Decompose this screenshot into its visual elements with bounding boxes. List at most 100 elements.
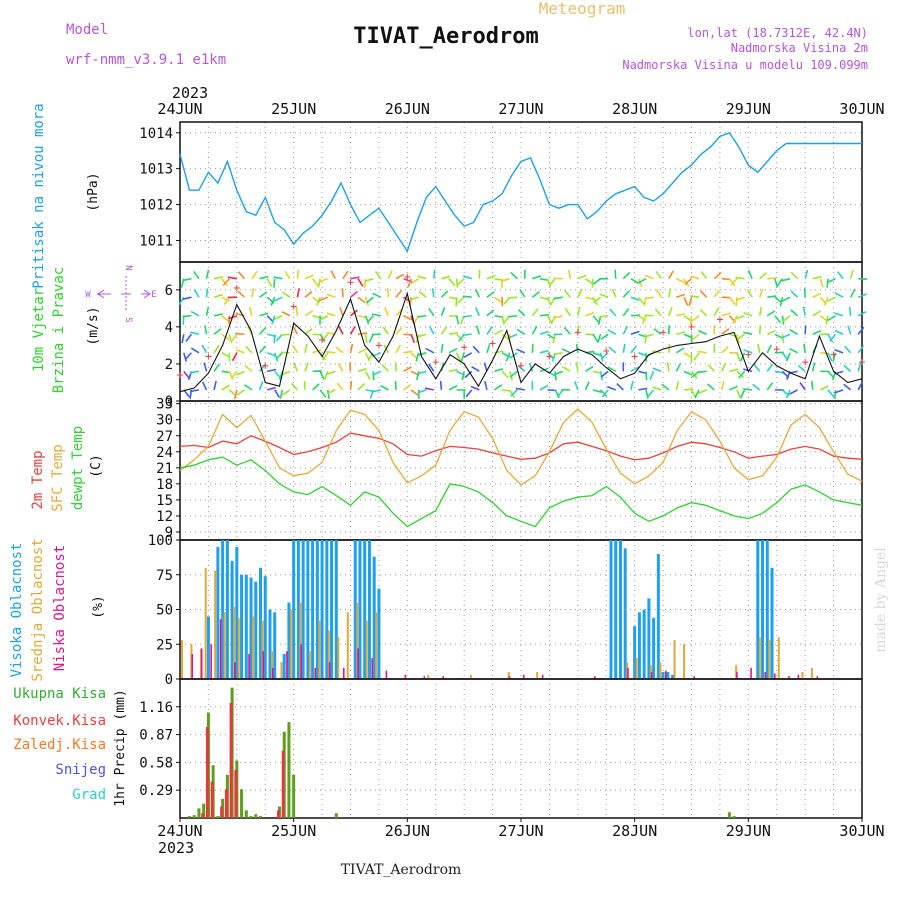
bottom-tick-label: 24JUN xyxy=(157,822,202,840)
wind-arrow xyxy=(312,383,320,391)
low-cloud-bar xyxy=(271,667,274,679)
meteogram-label: Meteogram xyxy=(539,0,626,18)
mid-cloud-bar xyxy=(346,612,349,679)
wind-arrow xyxy=(630,380,634,391)
wind-arrow xyxy=(729,368,739,373)
gust-marker xyxy=(205,353,212,360)
wind-arrow xyxy=(417,314,427,318)
low-cloud-bar xyxy=(200,648,203,679)
wind-arrow xyxy=(363,278,367,288)
model-name: wrf-nmm_v3.9.1 e1km xyxy=(66,52,226,68)
total-precip-bar xyxy=(187,816,191,818)
wind-arrow xyxy=(803,288,806,298)
wind-arrow xyxy=(205,306,210,316)
wind-arrow xyxy=(630,277,640,284)
wind-arrow xyxy=(592,296,602,304)
wind-arrow xyxy=(230,333,238,342)
mid-cloud-bar xyxy=(337,637,340,679)
wind-arrow xyxy=(849,269,854,279)
gust-marker xyxy=(660,329,667,336)
gust-marker xyxy=(773,346,780,353)
wind-arrow xyxy=(644,274,654,280)
wind-arrow xyxy=(774,351,784,354)
high-cloud-bar xyxy=(661,672,665,679)
low-cloud-bar xyxy=(423,676,426,679)
wind-arrow xyxy=(366,315,374,324)
wind-arrow xyxy=(758,325,762,335)
wind-arrow xyxy=(834,389,837,399)
wind-arrow xyxy=(827,296,836,303)
wind-arrow xyxy=(395,344,402,354)
mid-cloud-bar xyxy=(280,662,283,679)
wind-arrow xyxy=(849,288,856,298)
wind-arrow xyxy=(766,382,774,391)
wind-arrow xyxy=(440,343,444,353)
y-tick-label: 25 xyxy=(156,637,173,653)
high-cloud-bar xyxy=(330,540,334,679)
wind-arrow xyxy=(804,325,807,335)
low-cloud-bar xyxy=(593,676,596,679)
wind-arrow xyxy=(592,315,600,324)
high-cloud-bar xyxy=(363,540,367,679)
wind-arrow xyxy=(699,290,708,298)
wind-arrow xyxy=(235,370,245,376)
wind-arrow xyxy=(539,384,549,391)
wind-arrow xyxy=(349,326,356,335)
mid-cloud-bar xyxy=(427,674,430,679)
total-precip-bar xyxy=(254,814,258,818)
top-tick-label: 26JUN xyxy=(385,100,430,118)
wind-arrow xyxy=(293,362,299,372)
compass-e: E xyxy=(151,290,156,300)
wind-arrow xyxy=(428,325,435,335)
wind-arrow xyxy=(326,389,330,399)
wind-arrow xyxy=(201,381,208,391)
wind-arrow xyxy=(280,351,290,354)
high-cloud-bar xyxy=(633,626,637,679)
wind-arrow xyxy=(766,344,773,354)
wind-arrow xyxy=(675,380,680,391)
total-precip-bar xyxy=(197,808,201,818)
wind-arrow xyxy=(752,383,761,391)
wind-arrow xyxy=(691,333,700,341)
total-precip-bar xyxy=(727,812,731,818)
wind-panel: 0 2 4 6 xyxy=(165,261,868,410)
gust-marker xyxy=(859,359,865,366)
low-cloud-bar xyxy=(693,676,696,679)
wind-arrow xyxy=(644,314,654,317)
high-cloud-bar xyxy=(206,616,210,679)
wind-arrow xyxy=(303,380,306,390)
wind-arrow xyxy=(753,363,761,372)
high-cloud-bar xyxy=(240,574,244,679)
low-cloud-bar xyxy=(210,644,212,679)
gust-marker xyxy=(688,323,695,330)
wind-arrow xyxy=(637,296,645,305)
wind-arrow xyxy=(707,364,715,372)
high-cloud-bar xyxy=(320,540,324,679)
mid-cloud-bar xyxy=(299,602,302,679)
wind-arrow xyxy=(785,352,791,362)
top-tick-label: 30JUN xyxy=(839,100,884,118)
wind-arrow xyxy=(735,276,745,280)
mid-cloud-bar xyxy=(810,667,813,679)
high-cloud-bar xyxy=(315,540,319,679)
wind-arrow xyxy=(304,362,309,372)
wind-arrow xyxy=(448,384,458,391)
high-cloud-bar xyxy=(282,653,286,679)
wind-arrow xyxy=(181,334,185,344)
wind-arrow xyxy=(743,331,753,336)
wind-arrow xyxy=(653,328,662,335)
mid-cloud-bar xyxy=(365,620,368,679)
high-cloud-label: Visoka Oblacnost xyxy=(9,543,25,678)
y-tick-label: 1013 xyxy=(139,162,173,178)
wind-arrow xyxy=(403,383,412,391)
wind-arrow xyxy=(515,387,525,391)
mid-cloud-label: Srednja Oblacnost xyxy=(30,538,46,681)
wind-arrow xyxy=(326,350,336,354)
wind-arrow xyxy=(706,383,715,391)
cloud-labels: Visoka Oblacnost Srednja Oblacnost Niska… xyxy=(9,538,106,681)
wind-arrow xyxy=(652,367,662,373)
wind-arrow xyxy=(284,270,291,280)
wind-arrow xyxy=(790,309,799,317)
wind-unit-label: (m/s) xyxy=(86,306,101,345)
bottom-tick-label: 29JUN xyxy=(726,822,771,840)
